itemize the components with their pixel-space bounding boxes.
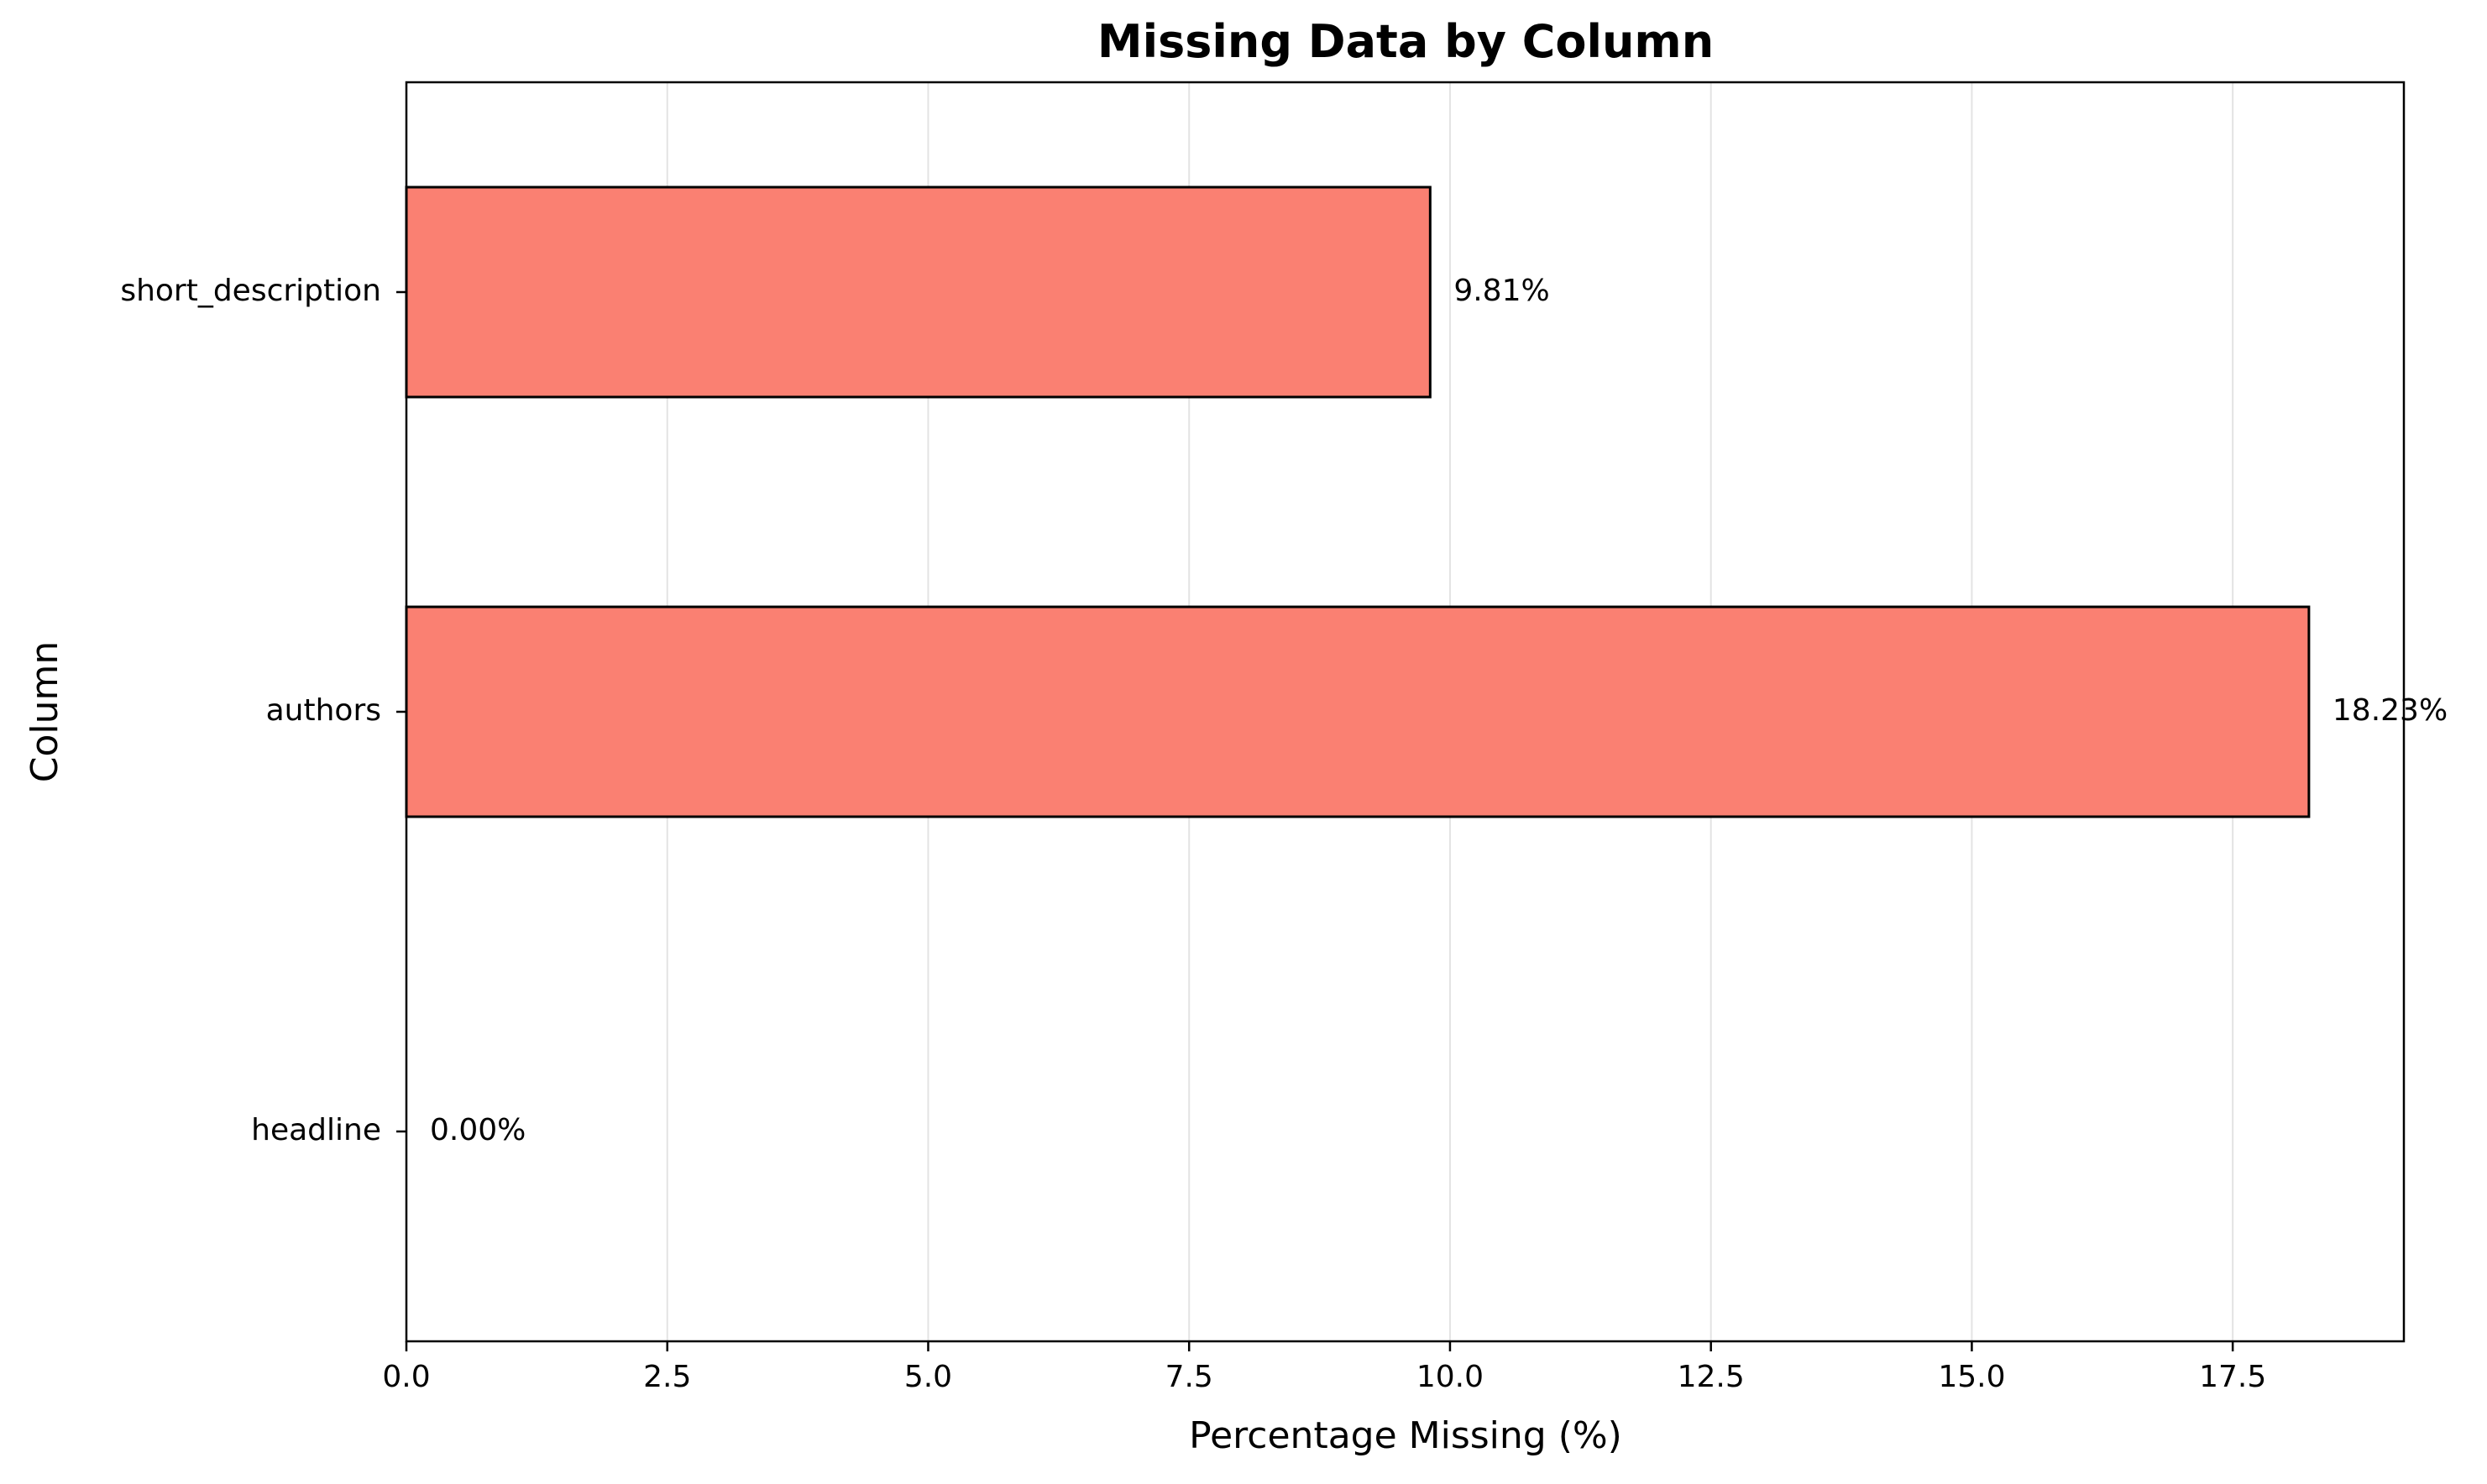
- x-tick-label: 15.0: [1938, 1360, 2005, 1394]
- y-tick-label: headline: [251, 1113, 381, 1147]
- bar-authors: [405, 605, 2311, 818]
- value-labels: 9.81% 18.23% 0.00%: [430, 274, 2448, 1147]
- x-axis-label: Percentage Missing (%): [1189, 1414, 1622, 1457]
- x-tick-label: 5.0: [904, 1360, 952, 1394]
- value-label: 0.00%: [430, 1113, 526, 1147]
- value-label: 9.81%: [1453, 274, 1549, 308]
- x-tick-label: 2.5: [643, 1360, 691, 1394]
- bar-short_description: [405, 186, 1432, 399]
- x-tick-label: 7.5: [1165, 1360, 1213, 1394]
- chart-title: Missing Data by Column: [1097, 15, 1714, 68]
- y-tick-label: short_description: [120, 274, 381, 308]
- value-label: 18.23%: [2333, 693, 2448, 728]
- y-tick-label: authors: [266, 693, 381, 728]
- x-tick-label: 10.0: [1416, 1360, 1484, 1394]
- x-axis-ticks: 0.0 2.5 5.0 7.5 10.0 12.5 15.0 17.5: [382, 1341, 2266, 1394]
- x-tick-label: 0.0: [382, 1360, 430, 1394]
- x-tick-label: 12.5: [1678, 1360, 1745, 1394]
- y-axis-label: Column: [24, 641, 66, 783]
- bars: [405, 186, 2311, 818]
- x-tick-label: 17.5: [2199, 1360, 2266, 1394]
